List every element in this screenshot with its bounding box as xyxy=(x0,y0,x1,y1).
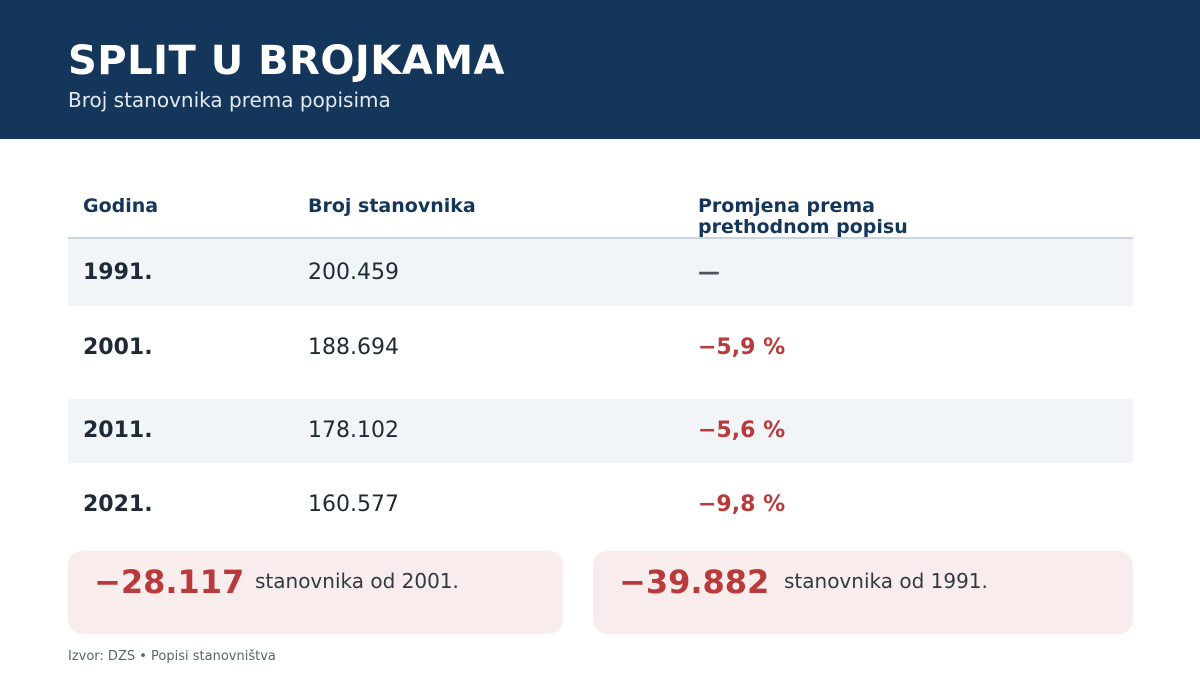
year-cell: 2021. xyxy=(83,492,153,517)
year-cell: 2001. xyxy=(83,335,153,360)
column-header-change: Promjena prema prethodnom popisu xyxy=(698,195,908,238)
table-row: 1991. 200.459 — xyxy=(68,239,1133,306)
population-cell: 160.577 xyxy=(308,492,399,517)
population-cell: 200.459 xyxy=(308,259,399,285)
table-row: 2021. 160.577 −9,8 % xyxy=(68,474,1133,536)
change-cell: −5,6 % xyxy=(698,418,786,443)
page-subtitle: Broj stanovnika prema popisima xyxy=(68,88,391,112)
source-note: Izvor: DZS • Popisi stanovništva xyxy=(68,649,276,664)
year-cell: 1991. xyxy=(83,259,153,285)
table-row: 2011. 178.102 −5,6 % xyxy=(68,399,1133,463)
population-cell: 188.694 xyxy=(308,335,399,360)
summary-value: −39.882 xyxy=(619,563,770,601)
year-cell: 2011. xyxy=(83,418,153,443)
table-header-divider xyxy=(68,237,1133,239)
summary-card-since-2001: −28.117 stanovnika od 2001. xyxy=(68,551,563,634)
summary-text: stanovnika od 1991. xyxy=(784,569,988,593)
summary-card-since-1991: −39.882 stanovnika od 1991. xyxy=(593,551,1133,634)
change-cell: — xyxy=(698,259,720,285)
column-header-year: Godina xyxy=(83,195,159,217)
column-header-population: Broj stanovnika xyxy=(308,195,476,217)
page-title: SPLIT U BROJKAMA xyxy=(68,38,506,84)
change-cell: −9,8 % xyxy=(698,492,786,517)
table-row: 2001. 188.694 −5,9 % xyxy=(68,316,1133,380)
header-banner: SPLIT U BROJKAMA Broj stanovnika prema p… xyxy=(0,0,1200,139)
summary-text: stanovnika od 2001. xyxy=(255,569,459,593)
population-cell: 178.102 xyxy=(308,418,399,443)
change-cell: −5,9 % xyxy=(698,335,786,360)
summary-value: −28.117 xyxy=(94,563,245,601)
